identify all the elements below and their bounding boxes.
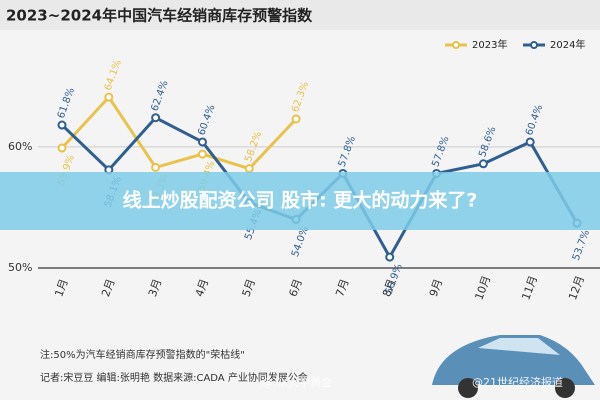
point — [104, 92, 114, 102]
point — [244, 164, 254, 174]
point — [478, 159, 488, 169]
banner-text: 线上炒股配资公司 股市: 更大的动力来了? — [123, 189, 478, 212]
point — [197, 137, 207, 147]
point — [57, 143, 67, 153]
note: 注:50%为汽车经销商库存预警指数的"荣枯线" — [40, 348, 245, 361]
title-bar — [0, 0, 600, 30]
x-tick-label: 1月 — [52, 277, 70, 298]
note: 记者:宋豆豆 编辑:张明艳 数据来源:CADA 产业协同发展公会 — [40, 371, 308, 384]
watermark: @XX大学黄金 — [262, 375, 332, 389]
legend-marker — [452, 41, 460, 49]
x-tick-label: 4月 — [193, 277, 211, 298]
y-tick-label: 50% — [8, 261, 32, 274]
x-tick-label: 6月 — [286, 277, 304, 298]
point — [57, 120, 67, 130]
x-tick-label: 9月 — [427, 277, 445, 298]
x-tick-label: 7月 — [333, 277, 351, 298]
x-tick-label: 8月 — [380, 277, 398, 298]
banner-bg — [0, 172, 600, 230]
legend-marker — [530, 41, 538, 49]
point — [525, 137, 535, 147]
point — [385, 252, 395, 262]
point — [151, 162, 161, 172]
x-tick-label: 3月 — [146, 277, 164, 298]
chart-title: 2023~2024年中国汽车经销商库存预警指数 — [6, 7, 313, 25]
x-tick-label: 5月 — [240, 277, 258, 298]
legend-label: 2023年 — [472, 38, 507, 51]
legend-label: 2024年 — [550, 38, 585, 51]
point — [151, 113, 161, 123]
car-illustration — [432, 335, 595, 398]
y-tick-label: 60% — [8, 140, 32, 153]
x-tick-label: 2月 — [99, 277, 117, 298]
watermark: @21世纪经济报道 — [472, 375, 563, 389]
point — [291, 114, 301, 124]
point — [197, 149, 207, 159]
line — [60, 94, 298, 171]
